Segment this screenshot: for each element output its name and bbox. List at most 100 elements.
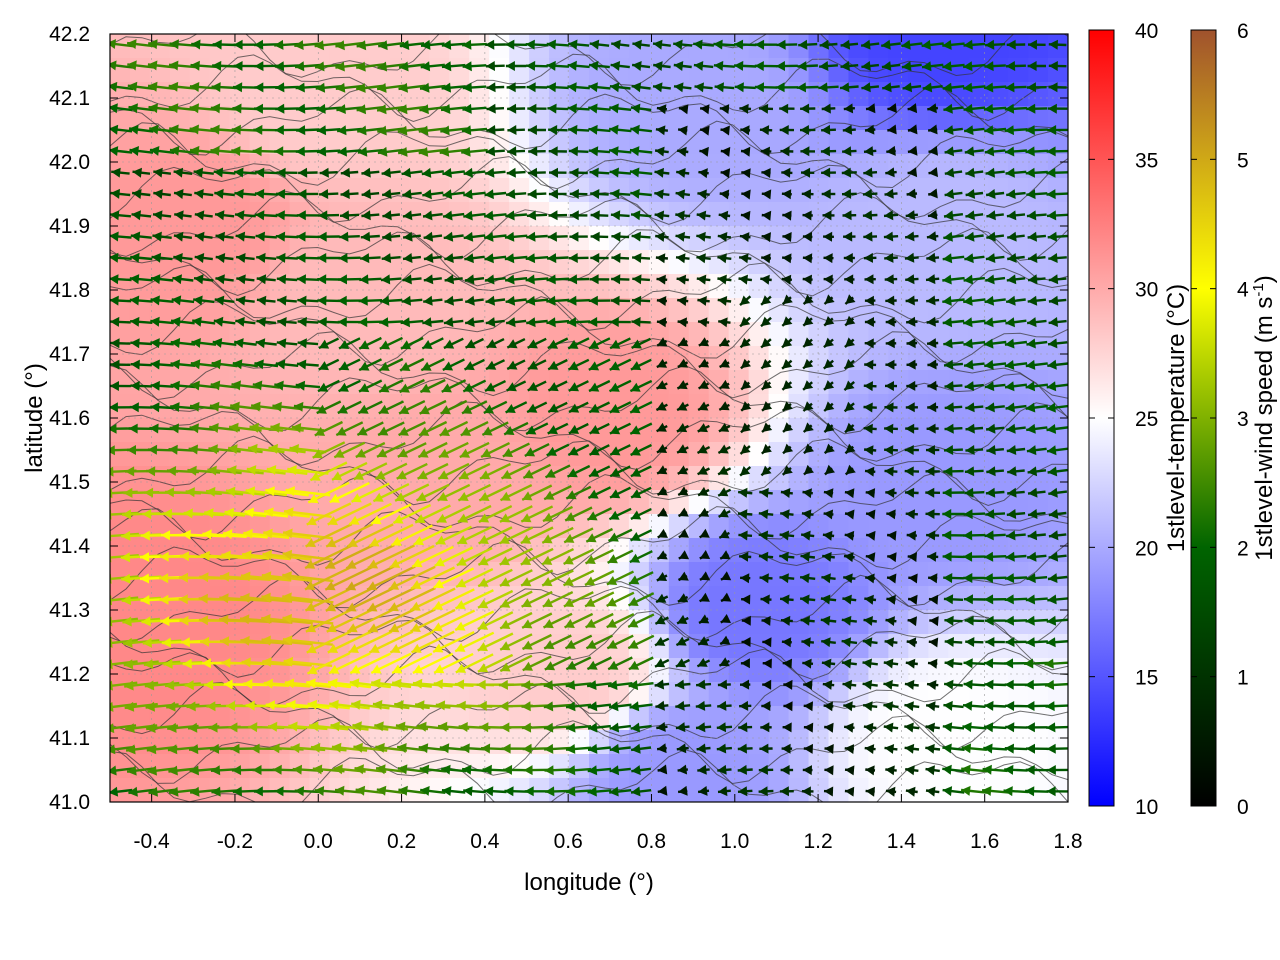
- heat-cell: [768, 394, 790, 419]
- heat-cell: [189, 298, 211, 323]
- heat-cell: [110, 634, 131, 659]
- wind-arrow-head: [151, 252, 162, 263]
- heat-cell: [968, 178, 989, 203]
- heat-cell: [868, 370, 889, 395]
- wind-arrow-head: [242, 550, 252, 561]
- heat-cell: [788, 250, 810, 275]
- wind-arrow-head: [193, 295, 203, 306]
- wind-arrow-head: [123, 637, 133, 648]
- heat-cell: [848, 706, 870, 731]
- wind-arrow: [455, 653, 494, 674]
- wind-arrow: [432, 609, 476, 632]
- wind-arrow-head: [423, 295, 433, 306]
- wind-arrow: [484, 274, 506, 285]
- wind-arrow: [174, 210, 192, 221]
- heat-cell: [968, 514, 989, 539]
- wind-arrow: [441, 61, 466, 72]
- wind-arrow-head: [224, 507, 234, 518]
- wind-arrow: [463, 786, 486, 797]
- heat-cell: [828, 130, 850, 155]
- wind-arrow-head: [486, 103, 496, 114]
- wind-arrow: [150, 338, 174, 349]
- wind-arrow-head: [419, 104, 429, 115]
- wind-arrow: [267, 721, 307, 732]
- heat-cell: [728, 226, 750, 251]
- wind-arrow: [525, 60, 548, 71]
- heat-cell: [768, 202, 790, 227]
- wind-arrow: [308, 721, 349, 732]
- heat-cell: [988, 562, 1009, 587]
- wind-arrow-head: [275, 210, 285, 221]
- wind-arrow-head: [528, 167, 538, 178]
- wind-arrow: [485, 295, 506, 306]
- wind-arrow: [296, 274, 319, 285]
- heat-cell: [828, 778, 850, 802]
- wind-arrow-head: [382, 210, 392, 221]
- heat-cell: [988, 322, 1009, 347]
- wind-arrow-head: [417, 721, 427, 732]
- wind-arrow-head: [325, 602, 337, 612]
- wind-arrow-head: [282, 635, 293, 646]
- heat-cell: [110, 58, 131, 83]
- wind-arrow-head: [254, 359, 264, 370]
- wind-arrow: [382, 210, 401, 221]
- wind-arrow-head: [248, 443, 258, 454]
- wind-arrow-head: [188, 722, 198, 733]
- wind-arrow: [215, 274, 234, 285]
- wind-arrow: [110, 359, 131, 370]
- wind-arrow-head: [319, 167, 329, 178]
- wind-arrow-head: [410, 623, 421, 632]
- heat-cell: [888, 610, 909, 635]
- wind-arrow-head: [232, 786, 242, 797]
- wind-arrow-head: [375, 470, 386, 480]
- wind-arrow: [234, 167, 257, 178]
- wind-arrow-head: [206, 486, 216, 497]
- heat-cell: [968, 418, 989, 443]
- wind-arrow: [377, 146, 405, 157]
- wind-arrow-head: [356, 104, 367, 115]
- heat-cell: [110, 706, 131, 731]
- wind-arrow: [486, 103, 505, 114]
- wind-arrow-head: [371, 678, 381, 689]
- wind-arrow-head: [121, 595, 132, 606]
- wind-arrow-head: [317, 316, 327, 327]
- wind-arrow-head: [318, 361, 329, 371]
- wind-arrow-head: [235, 210, 245, 221]
- wind-arrow: [526, 210, 548, 221]
- heat-cell: [329, 322, 351, 347]
- wind-arrow-head: [211, 786, 221, 797]
- wind-arrow: [504, 786, 528, 797]
- wind-arrow-head: [464, 274, 475, 285]
- wind-arrow-head: [209, 743, 220, 754]
- wind-arrow-head: [297, 295, 307, 306]
- wind-arrow-head: [523, 765, 533, 776]
- heat-cell: [449, 298, 470, 323]
- wind-arrow-head: [297, 316, 307, 327]
- heat-cell: [828, 346, 850, 371]
- heat-cell: [549, 34, 570, 59]
- heat-cell: [369, 298, 391, 323]
- wind-arrow-head: [477, 663, 489, 673]
- heat-cell: [648, 490, 670, 515]
- heat-cell: [828, 754, 850, 779]
- wind-arrow: [504, 274, 528, 285]
- wind-arrow-head: [254, 188, 265, 199]
- heat-cell: [808, 298, 830, 323]
- wind-arrow-head: [212, 338, 223, 348]
- wind-arrow-head: [527, 360, 539, 370]
- heat-cell: [209, 610, 231, 635]
- wind-arrow: [477, 589, 514, 609]
- wind-arrow: [358, 317, 383, 328]
- wind-arrow-head: [443, 210, 453, 221]
- heat-cell: [768, 322, 790, 347]
- wind-arrow-head: [499, 534, 510, 544]
- heat-cell: [329, 58, 351, 83]
- wind-arrow: [130, 338, 153, 349]
- wind-arrow: [191, 338, 217, 348]
- heat-cell: [110, 178, 131, 203]
- wind-arrow-head: [235, 231, 246, 242]
- heat-cell: [1048, 490, 1068, 515]
- wind-arrow: [306, 652, 351, 675]
- heat-cell: [608, 754, 630, 779]
- heat-cell: [608, 658, 630, 683]
